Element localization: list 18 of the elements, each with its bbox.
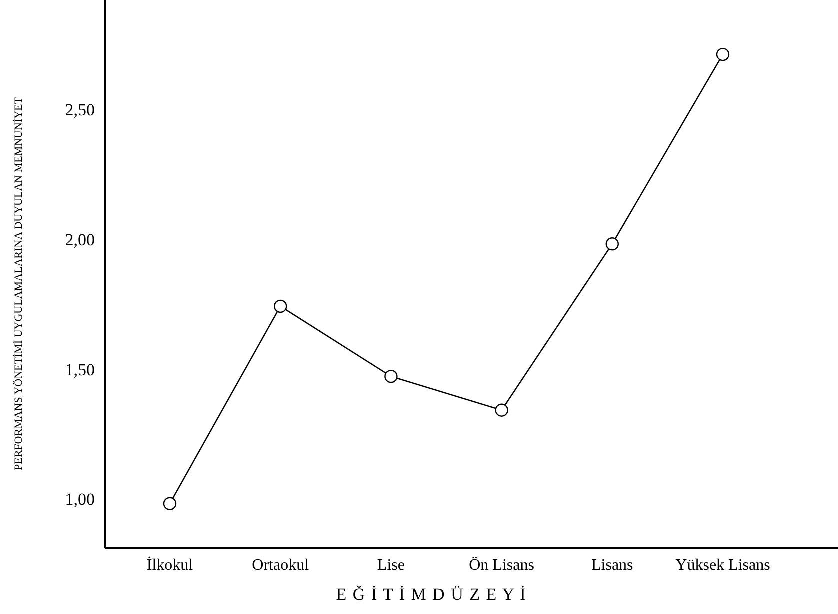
x-tick-label: İlkokul [146, 556, 194, 574]
x-tick-label: Ortaokul [252, 557, 310, 574]
x-tick-label: Ön Lisans [469, 557, 534, 574]
point [384, 370, 398, 384]
point [716, 48, 730, 62]
x-tick-label: Yüksek Lisans [676, 557, 770, 574]
y-axis-title: PERFORMANS YÖNETİMİ UYGULAMALARINA DUYULAN MEMNUNİYET [12, 97, 25, 470]
y-tick-label: 1,00 [65, 490, 95, 510]
y-tick-label: 2,00 [65, 230, 95, 250]
x-tick-label: Lise [377, 557, 405, 574]
x-axis-title: E Ğ İ T İ M D Ü Z E Y İ [336, 585, 527, 604]
point [495, 404, 508, 417]
x-tick-label: Lisans [592, 557, 634, 574]
y-tick-label: 1,50 [65, 360, 95, 380]
point [606, 238, 619, 251]
point [274, 300, 288, 314]
y-tick-label: 2,50 [65, 100, 95, 120]
point [163, 497, 177, 510]
